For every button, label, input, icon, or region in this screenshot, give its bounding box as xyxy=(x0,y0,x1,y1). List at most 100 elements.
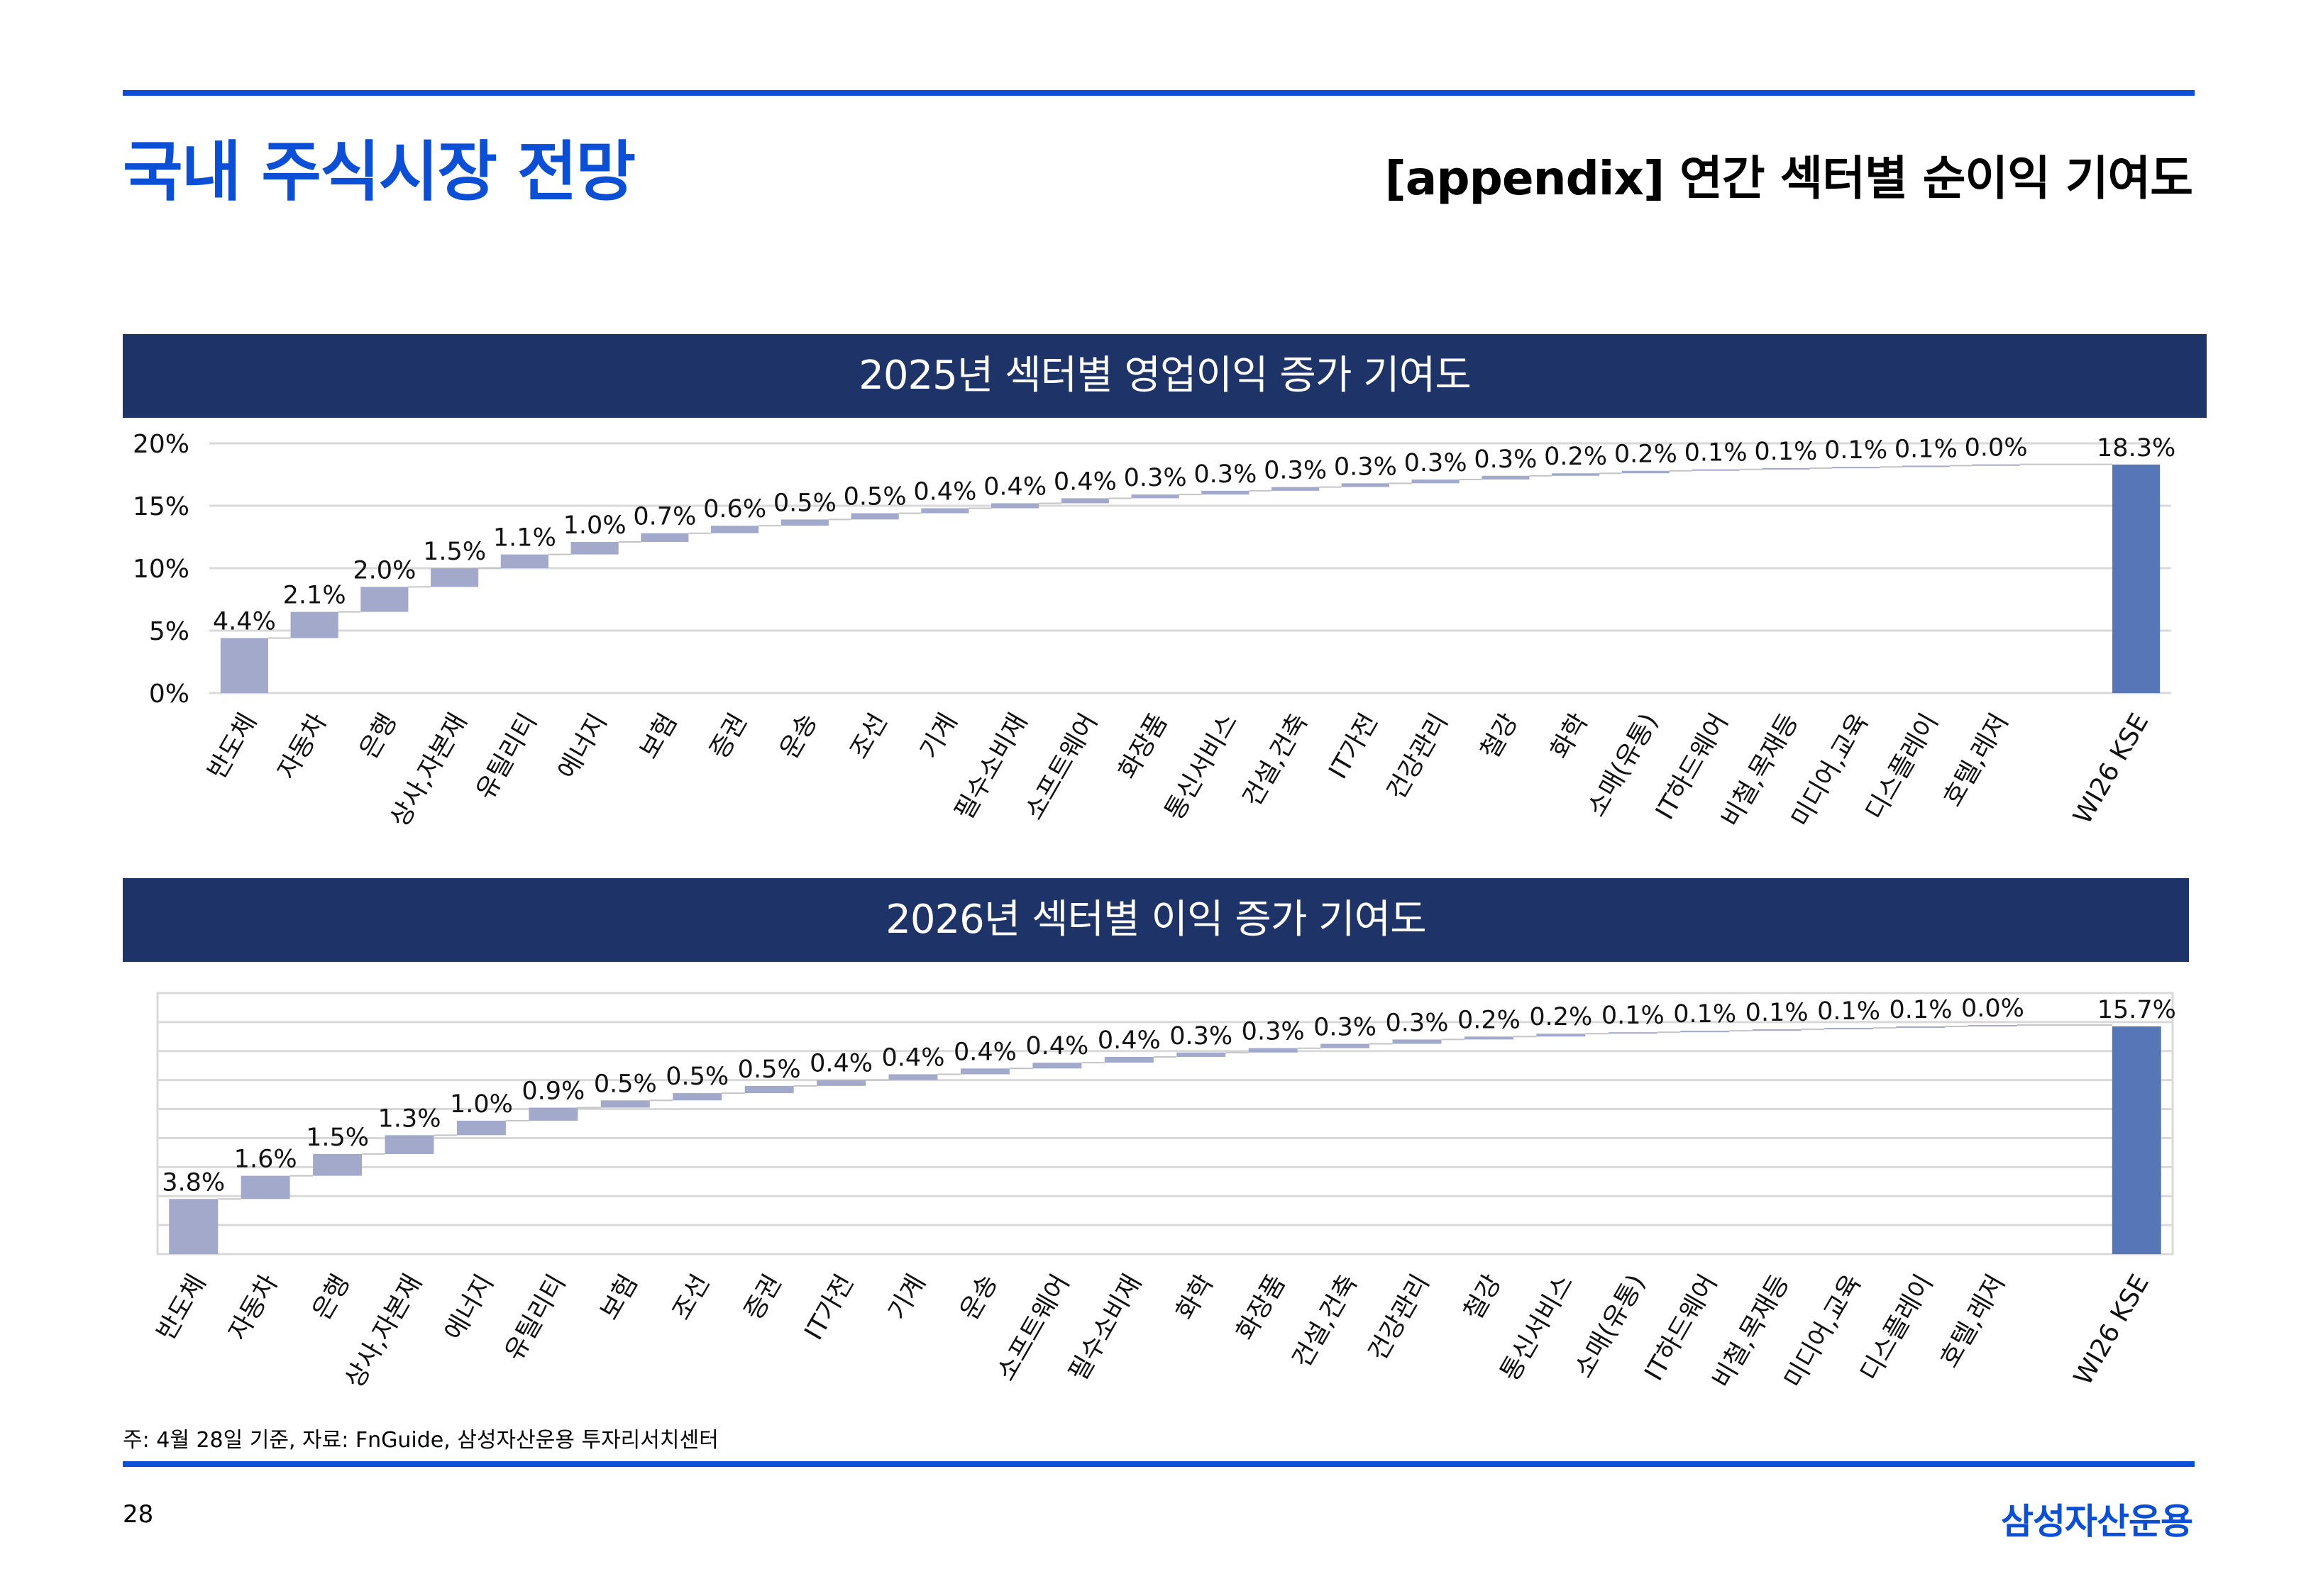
category-label: 에너지 xyxy=(439,1270,500,1346)
data-label: 0.2% xyxy=(1544,443,1607,471)
category-label: 증권 xyxy=(739,1270,788,1325)
chart-2026: 3.8% 1.6% 1.5% 1.3% 1.0% 0.9% 0.5% 0.5% 0.5% 0.4%… xyxy=(151,992,2176,1393)
data-label: 0.4% xyxy=(913,478,976,506)
page-subtitle: [appendix] 연간 섹터별 순이익 기여도 xyxy=(1384,151,2193,206)
data-label: 1.5% xyxy=(306,1124,369,1152)
data-label: 0.3% xyxy=(1242,1018,1305,1046)
data-label: 4.4% xyxy=(213,608,276,636)
category-label: 건강관리 xyxy=(1381,709,1454,804)
page-number: 28 xyxy=(123,1500,154,1529)
data-label: 2.0% xyxy=(353,556,416,584)
chart-2025-title: 2025년 섹터별 영업이익 증가 기여도 xyxy=(123,334,2207,418)
category-label: WI26 KSE xyxy=(2068,709,2155,829)
bar xyxy=(673,1093,722,1101)
category-label: 유틸리티 xyxy=(470,709,543,804)
bar xyxy=(1271,487,1320,491)
category-label: 통신서비스 xyxy=(1495,1270,1579,1386)
bar xyxy=(1411,480,1460,484)
data-label: 0.4% xyxy=(983,472,1047,501)
category-label: 화장품 xyxy=(1231,1270,1291,1346)
category-label: 유틸리티 xyxy=(500,1270,572,1365)
data-label: 3.8% xyxy=(162,1168,225,1197)
data-label: 15.7% xyxy=(2097,996,2176,1024)
data-label: 0.5% xyxy=(844,483,907,511)
bar xyxy=(220,638,268,693)
bar xyxy=(1832,467,1880,469)
data-label: 0.2% xyxy=(1529,1003,1592,1031)
category-label: 소프트웨어 xyxy=(1020,709,1103,825)
data-label: 0.6% xyxy=(703,495,766,523)
bar xyxy=(888,1074,938,1080)
data-label: 0.3% xyxy=(1193,460,1257,489)
data-label: 0.3% xyxy=(1404,449,1467,477)
data-label: 0.3% xyxy=(1474,445,1537,474)
data-label: 0.1% xyxy=(1824,436,1887,465)
data-label: 0.2% xyxy=(1457,1006,1521,1034)
bar xyxy=(360,587,409,612)
bar xyxy=(1131,494,1179,499)
category-label: 화장품 xyxy=(1113,709,1174,785)
category-label: 건강관리 xyxy=(1363,1270,1435,1365)
bar xyxy=(1104,1056,1154,1063)
data-label: 0.1% xyxy=(1754,438,1817,466)
y-tick-label: 5% xyxy=(149,617,189,646)
data-label: 0.3% xyxy=(1386,1009,1449,1037)
bar xyxy=(1464,1036,1513,1040)
category-label: 건설,건축 xyxy=(1287,1270,1363,1373)
bar xyxy=(456,1120,506,1136)
data-label: 0.4% xyxy=(1098,1026,1161,1055)
data-label: 1.0% xyxy=(450,1090,513,1119)
category-label: 화학 xyxy=(1171,1270,1220,1325)
bar xyxy=(169,1199,219,1254)
data-label: 0.3% xyxy=(1264,457,1327,485)
bar xyxy=(817,1080,866,1086)
footnote: 주: 4월 28일 기준, 자료: FnGuide, 삼성자산운용 투자리서치센… xyxy=(123,1428,719,1453)
category-label: 소프트웨어 xyxy=(991,1270,1075,1386)
bar xyxy=(241,1175,290,1199)
bar xyxy=(851,513,899,520)
category-label: 화학 xyxy=(1545,709,1594,764)
total-bar xyxy=(2112,464,2161,693)
bar xyxy=(500,554,548,568)
bar xyxy=(1320,1043,1370,1048)
bar xyxy=(1552,473,1600,476)
data-label: 0.4% xyxy=(1054,467,1117,496)
bar xyxy=(1032,1063,1082,1069)
data-label: 0.4% xyxy=(954,1038,1017,1066)
category-label: IT가전 xyxy=(799,1270,859,1345)
bar xyxy=(711,526,759,533)
category-label: 소매(유통) xyxy=(1582,709,1664,822)
category-label: 운송 xyxy=(955,1270,1004,1325)
category-label: 자동차 xyxy=(224,1270,284,1346)
data-label: 0.0% xyxy=(1961,994,2024,1023)
category-label: 기계 xyxy=(915,709,964,764)
data-label: 0.5% xyxy=(666,1063,729,1091)
bar xyxy=(780,519,829,526)
data-label: 0.3% xyxy=(1334,453,1397,481)
bar xyxy=(431,568,479,587)
page-title: 국내 주식시장 전망 xyxy=(123,134,636,210)
category-label: 기계 xyxy=(883,1270,932,1325)
category-label: 에너지 xyxy=(553,709,613,785)
category-label: 호텔,레저 xyxy=(1938,709,2014,811)
y-tick-label: 15% xyxy=(133,492,189,521)
bar xyxy=(1341,483,1389,487)
data-label: 18.3% xyxy=(2097,434,2175,462)
data-label: 0.1% xyxy=(1745,999,1809,1027)
bar xyxy=(960,1068,1010,1075)
bottom-accent-rule xyxy=(123,1461,2195,1467)
data-label: 1.1% xyxy=(493,524,556,553)
category-label: 건설,건축 xyxy=(1237,709,1313,811)
bar xyxy=(1536,1033,1586,1037)
data-label: 0.4% xyxy=(882,1043,945,1072)
bar xyxy=(921,508,969,514)
category-label: 반도체 xyxy=(151,1270,211,1346)
bar xyxy=(991,503,1039,509)
bar xyxy=(1248,1048,1298,1053)
category-label: 디스플레이 xyxy=(1860,709,1944,825)
category-label: 디스플레이 xyxy=(1855,1270,1938,1386)
category-label: 증권 xyxy=(705,709,754,764)
data-label: 0.9% xyxy=(522,1077,585,1106)
data-label: 0.1% xyxy=(1817,997,1880,1026)
total-bar xyxy=(2112,1026,2161,1254)
